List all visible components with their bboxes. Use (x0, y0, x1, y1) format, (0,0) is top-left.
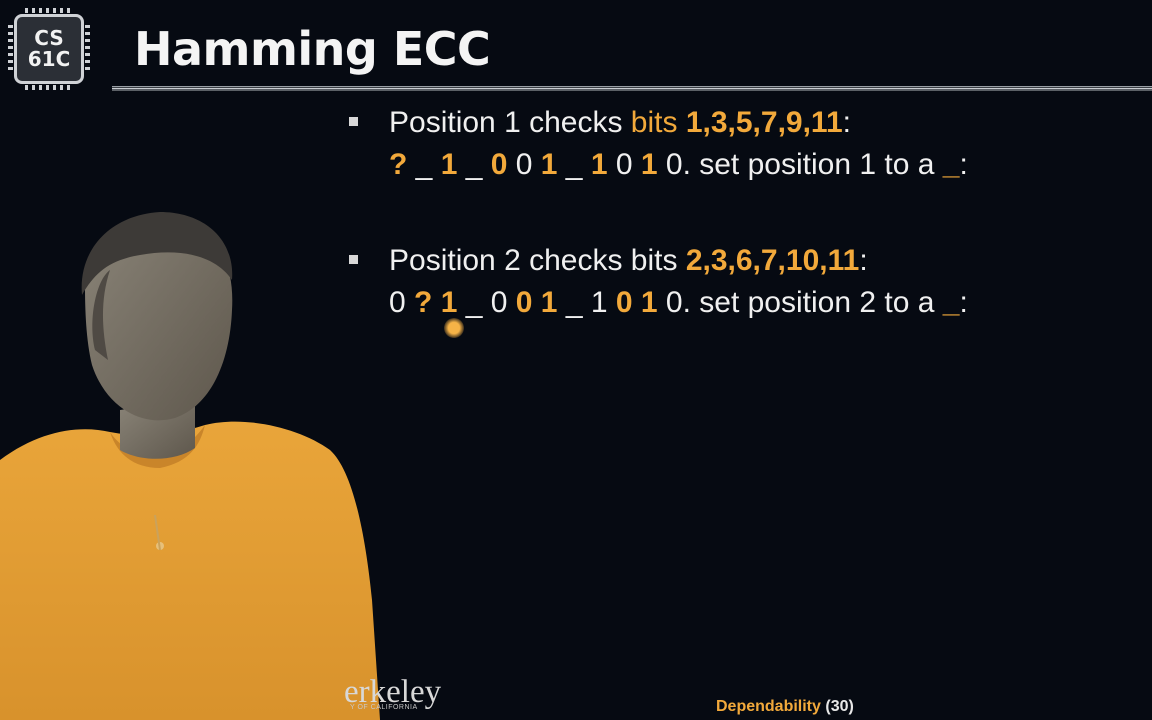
b2-seg-k: 0. set position 2 to a (657, 286, 943, 319)
logo-text: CS 61C (28, 28, 71, 70)
laser-pointer-dot (444, 318, 464, 338)
b1-bit-5: 0 (490, 148, 508, 181)
bullet-1-line-1: Position 1 checks bits 1,3,5,7,9,11: (389, 104, 851, 142)
b2-end-colon: : (959, 286, 968, 319)
b2-answer-blank: _ (942, 286, 960, 319)
b1-answer-blank: _ (942, 148, 960, 181)
b2-bit-6: 0 (515, 286, 533, 319)
bullet-marker-2 (349, 255, 358, 264)
cs61c-logo: CS 61C (8, 8, 90, 90)
footer-topic-name: Dependability (716, 698, 821, 715)
b1-seg-i: 0 (607, 148, 641, 181)
b1-bit-list: 1,3,5,7,9,11 (685, 106, 843, 139)
b1-seg-a: _ (407, 148, 441, 181)
b1-seg-c: _ (457, 148, 491, 181)
bullet-marker-1 (349, 117, 358, 126)
footer-topic: Dependability (30) (716, 698, 854, 716)
b2-seg-a: 0 (389, 286, 415, 319)
title-divider (112, 86, 1152, 91)
slide-title: Hamming ECC (134, 22, 491, 76)
b1-seg-k: 0. set position 1 to a (657, 148, 943, 181)
b1-seg-e: 0 (507, 148, 541, 181)
logo-line-2: 61C (27, 47, 71, 71)
presenter-video-overlay (0, 212, 380, 720)
b2-colon: : (859, 244, 868, 277)
bullet-2-line-2: 0 ? 1 _ 0 0 1 _ 1 0 1 0. set position 2 … (389, 284, 968, 322)
university-caption: Y OF CALIFORNIA (350, 704, 418, 711)
b2-bit-3: 1 (440, 286, 458, 319)
b2-space-2 (633, 286, 641, 319)
b1-end-colon: : (959, 148, 968, 181)
b2-seg-c: _ 0 (457, 286, 516, 319)
b1-text: Position 1 checks (389, 106, 631, 139)
b2-bit-11: 1 (640, 286, 658, 319)
b2-seg-g: _ 1 (557, 286, 616, 319)
b1-bit-11: 1 (640, 148, 658, 181)
b2-space-1 (432, 286, 440, 319)
b1-bits-word: bits (630, 106, 678, 139)
b1-colon: : (842, 106, 851, 139)
bullet-1-line-2: ? _ 1 _ 0 0 1 _ 1 0 1 0. set position 1 … (389, 146, 968, 184)
logo-line-1: CS (34, 26, 64, 50)
b2-bit-10: 0 (615, 286, 633, 319)
b2-bit-list: 2,3,6,7,10,11 (685, 244, 860, 277)
b1-seg-g: _ (557, 148, 591, 181)
b1-space (677, 106, 685, 139)
b1-question: ? (389, 148, 408, 181)
b2-text: Position 2 checks bits (389, 244, 686, 277)
bullet-2-line-1: Position 2 checks bits 2,3,6,7,10,11: (389, 242, 868, 280)
berkeley-wordmark: erkeley (344, 674, 442, 710)
b1-bit-9: 1 (590, 148, 608, 181)
b2-question: ? (414, 286, 433, 319)
b2-bit-7: 1 (540, 286, 558, 319)
footer-page-number: (30) (825, 698, 854, 715)
b2-seg-e (532, 286, 540, 319)
b1-bit-3: 1 (440, 148, 458, 181)
b1-bit-7: 1 (540, 148, 558, 181)
